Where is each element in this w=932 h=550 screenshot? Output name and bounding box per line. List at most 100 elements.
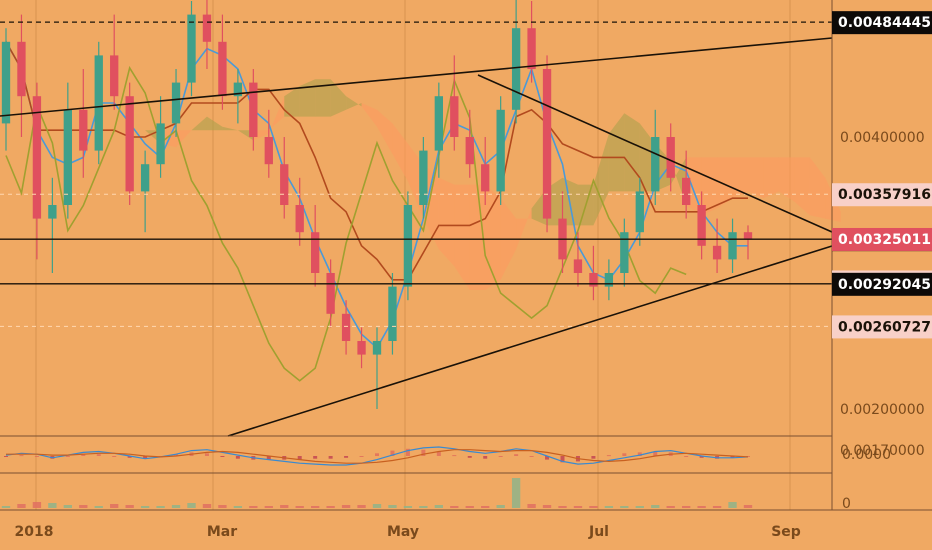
- volume-bar: [125, 505, 134, 508]
- price-tag-label: 0.00325011: [838, 232, 931, 248]
- cloud-segment: [377, 109, 393, 154]
- candle-body: [187, 14, 196, 83]
- candle-body: [110, 55, 119, 97]
- macd-histogram-bar: [606, 455, 611, 457]
- ascending-trendline: [227, 245, 833, 437]
- candle-body: [434, 96, 443, 151]
- candle-body: [743, 232, 753, 239]
- cloud-segment: [222, 126, 238, 131]
- macd-histogram-bar: [730, 456, 735, 458]
- volume-bar: [79, 505, 88, 508]
- candle-body: [357, 341, 366, 355]
- volume-bar: [558, 506, 567, 508]
- macd-histogram-bar: [344, 456, 349, 458]
- candle-body: [465, 137, 474, 165]
- time-axis-tick: Sep: [771, 524, 801, 540]
- volume-bar: [311, 506, 320, 508]
- volume-bar: [233, 506, 243, 508]
- price-tag-background: [832, 272, 932, 296]
- candle-body: [419, 150, 428, 205]
- volume-bar: [589, 506, 598, 508]
- macd-histogram-bar: [529, 456, 534, 457]
- cloud-segment: [608, 113, 625, 192]
- macd-histogram-bar: [65, 456, 70, 457]
- volume-bar: [249, 506, 258, 508]
- volume-bar: [357, 505, 366, 508]
- volume-bar: [573, 506, 583, 508]
- price-tag-background: [832, 315, 932, 339]
- macd-histogram-bar: [483, 456, 488, 459]
- macd-histogram-bar: [359, 456, 364, 457]
- candle-body: [496, 109, 505, 192]
- candle-body: [542, 69, 552, 219]
- cloud-segment: [778, 157, 795, 202]
- cloud-segment: [346, 96, 362, 110]
- volume-bar: [697, 506, 706, 508]
- candle-body: [573, 259, 583, 273]
- descending-trendline: [477, 74, 833, 233]
- candle-body: [156, 123, 165, 165]
- cloud-segment: [593, 133, 609, 226]
- price-tag-background: [832, 227, 932, 251]
- volume-bar: [202, 504, 212, 508]
- candle-body: [233, 82, 243, 97]
- cloud-segment: [284, 86, 300, 117]
- price-tag-label: 0.00292045: [838, 277, 931, 293]
- candle-body: [620, 232, 629, 273]
- macd-histogram-bar: [266, 456, 271, 460]
- candle-body: [125, 96, 134, 192]
- volume-bar: [156, 506, 165, 508]
- volume-bar: [110, 504, 119, 508]
- cloud-segment: [268, 96, 285, 134]
- candle-body: [311, 232, 320, 273]
- candle-body: [712, 245, 722, 260]
- time-axis-tick: Mar: [207, 524, 237, 540]
- macd-histogram-bar: [467, 456, 472, 458]
- volume-bar: [651, 505, 660, 508]
- cloud-segment: [732, 157, 748, 199]
- cloud-segment: [206, 116, 223, 131]
- volume-bar: [140, 506, 150, 508]
- signal-line: [6, 449, 749, 464]
- macd-histogram-bar: [560, 456, 565, 463]
- cloud-segment: [763, 157, 779, 199]
- cloud-segment: [330, 79, 347, 117]
- macd-histogram-bar: [653, 451, 658, 456]
- candle-body: [651, 137, 660, 192]
- time-axis-tick: 2018: [15, 524, 54, 540]
- macd-histogram-bar: [545, 456, 550, 460]
- cloud-segment: [392, 123, 408, 182]
- candle-body: [481, 164, 490, 192]
- price-tag-background: [832, 11, 932, 35]
- candle-body: [341, 313, 351, 341]
- macd-histogram-bar: [19, 455, 24, 457]
- macd-histogram-bar: [34, 456, 39, 457]
- candle-body: [682, 177, 691, 205]
- cloud-segment: [191, 116, 207, 131]
- candle-body: [403, 205, 413, 287]
- volume-bars: [1, 478, 753, 508]
- macd-histogram-bar: [96, 454, 101, 456]
- cloud-segment: [454, 184, 470, 290]
- price-tag-label: 0.00260727: [838, 319, 931, 335]
- macd-histogram-bar: [297, 456, 302, 460]
- macd-histogram-bar: [637, 452, 642, 456]
- volume-bar: [326, 506, 335, 508]
- time-axis: 2018 Mar May Jul Sep: [15, 524, 801, 540]
- cloud-segment: [361, 103, 377, 127]
- volume-axis-tick: 0: [842, 496, 851, 512]
- volume-bar: [218, 505, 227, 508]
- volume-bar: [295, 506, 304, 508]
- candle-body: [388, 286, 397, 341]
- candle-body: [728, 232, 737, 260]
- macd-histogram-bar: [204, 453, 209, 456]
- volume-bar: [666, 506, 675, 508]
- macd-histogram-bar: [436, 451, 441, 456]
- candle-body: [697, 205, 706, 246]
- volume-bar: [388, 505, 397, 508]
- volume-bar: [32, 502, 42, 508]
- candle-body: [450, 96, 459, 137]
- cloud-segment: [717, 157, 733, 209]
- volume-bar: [419, 506, 428, 508]
